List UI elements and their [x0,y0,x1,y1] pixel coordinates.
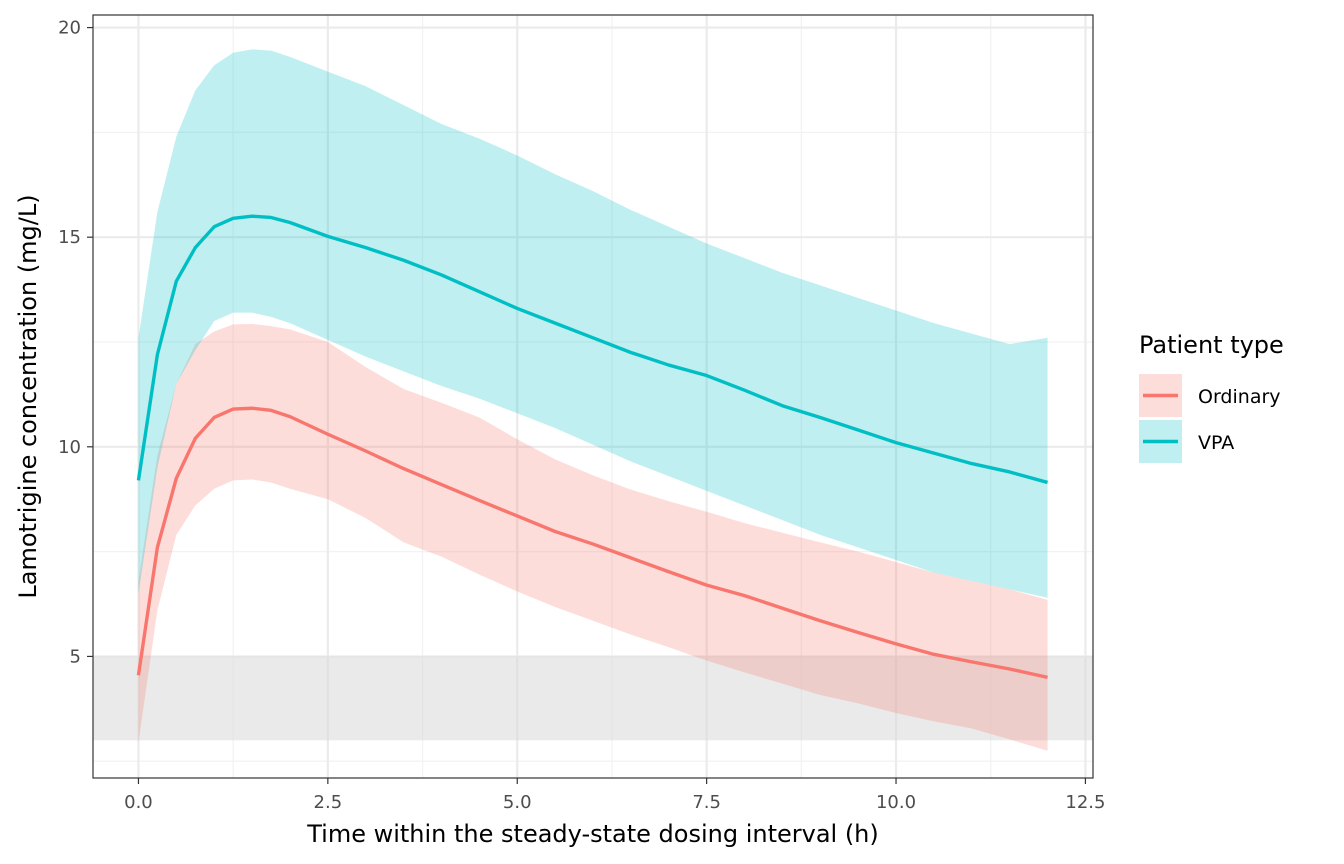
minor-gridlines [93,15,1093,778]
x-tick-label: 12.5 [1065,792,1105,813]
legend: Patient type Ordinary VPA [1139,331,1284,463]
x-axis-title: Time within the steady-state dosing inte… [306,820,879,848]
legend-items: Ordinary VPA [1139,374,1281,463]
y-tick-label: 5 [70,646,81,667]
reference-band-group [93,656,1093,741]
x-tick-label: 2.5 [314,792,343,813]
y-axis-title: Lamotrigine concentration (mg/L) [14,194,42,598]
y-tick-label: 20 [58,18,81,39]
y-tick-label: 10 [58,437,81,458]
ribbons-group [138,49,1048,751]
x-tick-label: 0.0 [124,792,153,813]
reference-band [93,656,1093,741]
y-tick-label: 15 [58,227,81,248]
ribbon-vpa [138,49,1048,598]
legend-title: Patient type [1139,331,1284,359]
legend-label-vpa: VPA [1198,432,1234,454]
x-tick-label: 5.0 [503,792,532,813]
lines-group [136,214,1049,680]
x-tick-label: 10.0 [876,792,916,813]
legend-label-ordinary: Ordinary [1198,386,1281,408]
line-vpa [136,214,1049,485]
y-axis-ticks: 5 10 15 20 [58,18,93,667]
ribbon-ordinary [138,323,1048,751]
panel-border [92,14,1094,779]
x-tick-label: 7.5 [692,792,721,813]
x-axis-ticks: 0.0 2.5 5.0 7.5 10.0 12.5 [124,778,1105,813]
line-ordinary [136,406,1048,680]
